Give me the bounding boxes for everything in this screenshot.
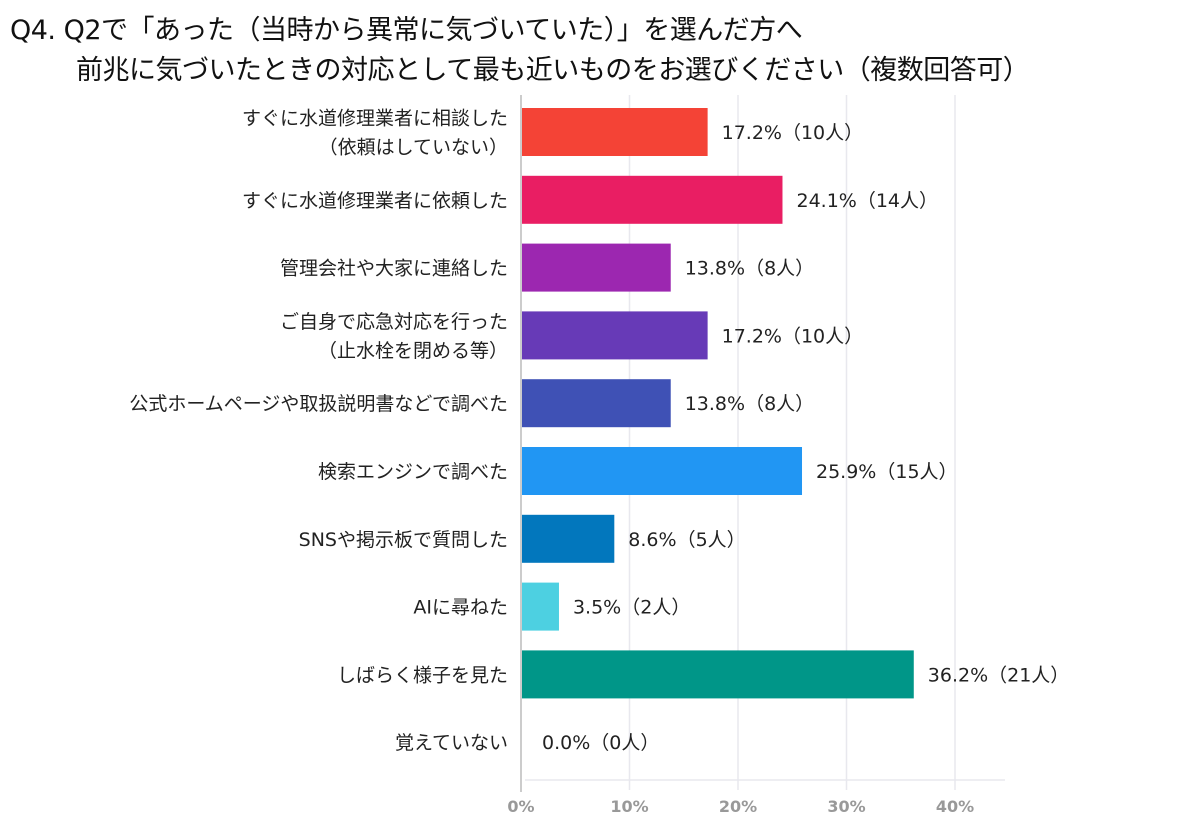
bar [522,311,708,360]
data-label: 36.2%（21人） [928,664,1070,686]
bar [522,447,803,495]
data-label: 24.1%（14人） [796,190,938,212]
category-label: 管理会社や大家に連絡した [280,258,508,280]
data-label: 13.8%（8人） [685,258,814,280]
category-label: ご自身で応急対応を行った [280,311,508,333]
x-tick-label: 10% [610,797,648,816]
x-tick-label: 40% [936,797,974,816]
x-tick-label: 20% [719,797,757,816]
data-label: 17.2%（10人） [722,122,864,144]
category-label: SNSや掲示板で質問した [299,529,508,551]
category-label: すぐに水道修理業者に依頼した [242,190,508,212]
data-label: 25.9%（15人） [816,461,958,483]
category-label: 公式ホームページや取扱説明書などで調べた [129,393,508,415]
data-label: 8.6%（5人） [628,529,745,551]
data-label: 13.8%（8人） [685,393,814,415]
category-label: （止水栓を閉める等） [318,340,508,362]
chart-title-line-2: 前兆に気づいたときの対応として最も近いものをお選びください（複数回答可） [76,55,1030,86]
data-label: 0.0%（0人） [542,732,659,754]
category-label: しばらく様子を見た [337,664,508,686]
x-tick-label: 0% [507,797,534,816]
category-label: AIに尋ねた [413,597,508,619]
data-label: 3.5%（2人） [573,597,690,619]
data-label: 17.2%（10人） [722,325,864,347]
category-label: 覚えていない [395,732,508,754]
bar [522,514,615,563]
category-label: （依頼はしていない） [319,137,508,159]
bar [522,243,671,292]
bar [522,108,708,156]
bar [522,582,559,631]
bar [522,650,914,699]
chart-title-line-1: Q4. Q2で「あった（当時から異常に気づいていた）」を選んだ方へ [10,15,803,46]
bar [522,379,671,428]
bar [522,175,783,224]
x-tick-label: 30% [827,797,865,816]
category-label: すぐに水道修理業者に相談した [242,108,508,130]
category-label: 検索エンジンで調べた [318,461,508,483]
